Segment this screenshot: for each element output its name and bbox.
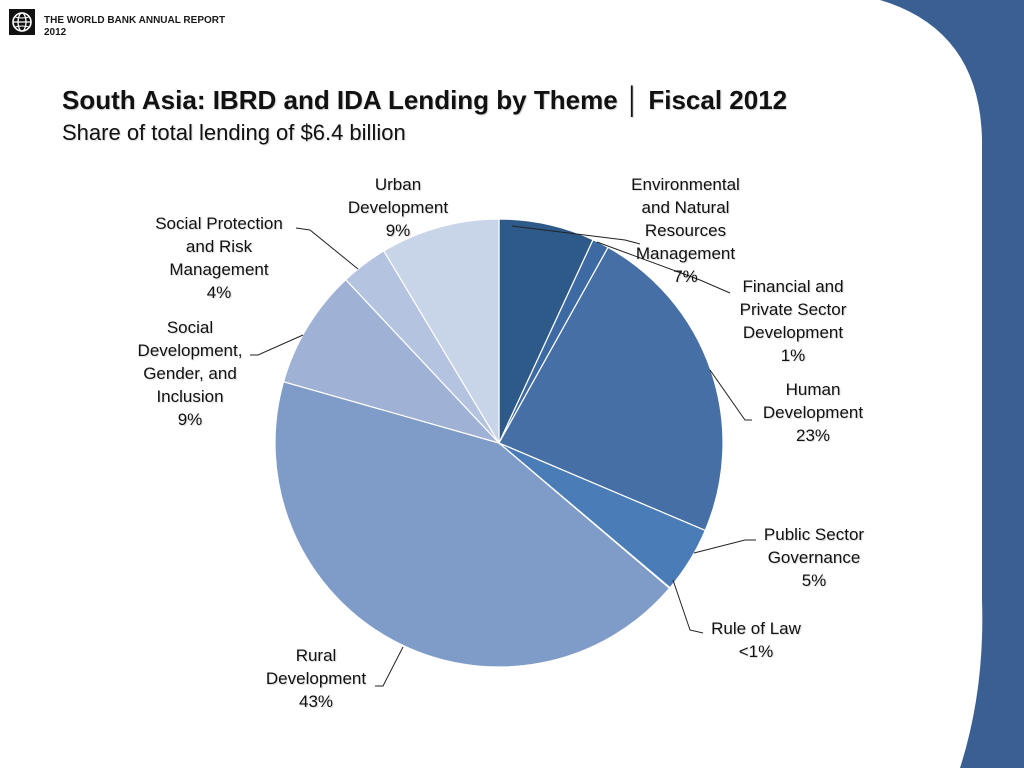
slice-label-social-protection-and-risk-management: Social Protection and Risk Management 4% — [140, 212, 298, 304]
slice-label-line: Resources — [644, 221, 727, 240]
chart-subtitle: Share of total lending of $6.4 billion — [62, 120, 406, 145]
slice-percent-label: 1% — [780, 346, 806, 365]
slice-label-line: Private Sector — [739, 300, 847, 319]
slice-label-rule-of-law: Rule of Law <1% — [700, 617, 812, 663]
slice-label-line: Rule of Law — [711, 619, 801, 638]
slice-label-urban-development: Urban Development 9% — [336, 173, 460, 242]
pie-slice-urban-development — [382, 218, 500, 446]
leader-line-human-development — [709, 369, 752, 421]
slice-label-line: Human — [785, 380, 841, 399]
slice-label-rural-development: Rural Development 43% — [254, 644, 378, 713]
leader-line-social-protection-and-risk-management — [295, 227, 359, 270]
slice-percent-label: 9% — [385, 221, 411, 240]
slice-label-line: Development, — [137, 341, 243, 360]
slice-label-line: Rural — [295, 646, 337, 665]
slice-label-environmental-and-natural-resources-management: Environmental and Natural Resources Managem… — [618, 173, 753, 288]
slice-percent-label: 7% — [673, 267, 698, 286]
slice-label-line: Urban — [374, 175, 422, 194]
slice-label-line: and Risk — [185, 237, 253, 256]
leader-line-rural-development — [375, 646, 404, 687]
slice-label-line: Gender, and — [143, 364, 237, 383]
slice-label-line: Management — [635, 244, 736, 263]
slice-label-line: Social Protection — [155, 214, 283, 233]
slice-label-public-sector-governance: Public Sector Governance 5% — [752, 523, 876, 592]
slice-label-social-development-gender-and-inclusion: Social Development, Gender, and Inclusion 9% — [127, 316, 253, 431]
page-number: 34 — [943, 727, 958, 742]
slice-label-financial-and-private-sector-development: Financial and Private Sector Development 1% — [728, 275, 858, 367]
pie-slices — [274, 218, 724, 668]
slice-percent-label: 9% — [177, 410, 203, 429]
slice-label-line: Governance — [767, 548, 861, 567]
slice-percent-label: <1% — [738, 642, 774, 661]
slice-percent-label: 23% — [795, 426, 831, 445]
leader-lines — [250, 225, 756, 687]
leader-line-social-development-gender-and-inclusion — [250, 334, 304, 356]
slice-label-line: Social — [166, 318, 214, 337]
leader-line-rule-of-law — [672, 579, 704, 634]
leader-line-environmental-and-natural-resources-management — [511, 225, 641, 245]
slice-label-line: Inclusion — [156, 387, 224, 406]
slice-label-line: Development — [347, 198, 449, 217]
report-header: THE WORLD BANK ANNUAL REPORT 2012 — [44, 15, 225, 39]
slice-label-human-development: Human Development 23% — [752, 378, 874, 447]
pie-slice-social-development-gender-and-inclusion — [282, 278, 501, 445]
slice-label-line: and Natural — [641, 198, 730, 217]
leader-line-financial-and-private-sector-development — [596, 241, 731, 294]
slice-label-line: Environmental — [631, 175, 740, 194]
pie-slice-rural-development — [274, 380, 671, 668]
slice-label-line: Development — [762, 403, 864, 422]
slice-percent-label: 43% — [298, 692, 334, 711]
report-header-line1: THE WORLD BANK ANNUAL REPORT — [44, 15, 226, 26]
slice-label-line: Development — [742, 323, 844, 342]
report-header-line2: 2012 — [44, 27, 67, 38]
slice-label-line: Development — [265, 669, 367, 688]
slice-label-line: Management — [169, 260, 269, 279]
world-bank-globe-icon — [9, 9, 35, 35]
slice-percent-label: 5% — [801, 571, 827, 590]
leader-line-public-sector-governance — [693, 539, 756, 554]
slice-percent-label: 4% — [206, 283, 232, 302]
chart-title: South Asia: IBRD and IDA Lending by Them… — [62, 85, 788, 115]
slice-label-line: Public Sector — [763, 525, 865, 544]
right-side-band — [880, 0, 1024, 768]
slice-label-line: Financial and — [742, 277, 844, 296]
